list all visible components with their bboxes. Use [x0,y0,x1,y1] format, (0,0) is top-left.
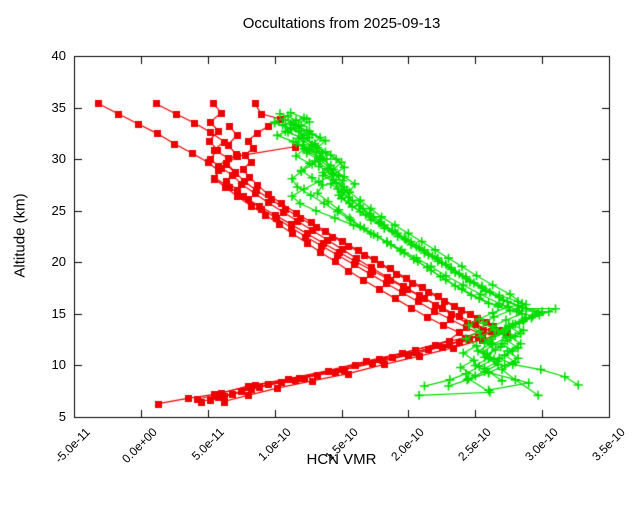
y-tick-label: 40 [51,48,66,63]
plot-canvas [0,0,640,480]
chart-title: Occultations from 2025-09-13 [242,15,441,32]
gnuplot-window: { "chart_data": { "type": "line", "title… [0,0,640,480]
y-axis-label: Altitude (km) [11,193,29,278]
y-tick-label: 5 [58,409,66,424]
y-tick-label: 35 [51,99,66,115]
y-tick-label: 10 [51,357,66,373]
y-tick-label: 30 [51,151,66,167]
y-tick-label: 20 [51,254,66,270]
y-tick-label: 15 [51,305,66,321]
x-axis-label: HCN VMR [306,451,377,468]
y-tick-label: 25 [51,202,66,218]
